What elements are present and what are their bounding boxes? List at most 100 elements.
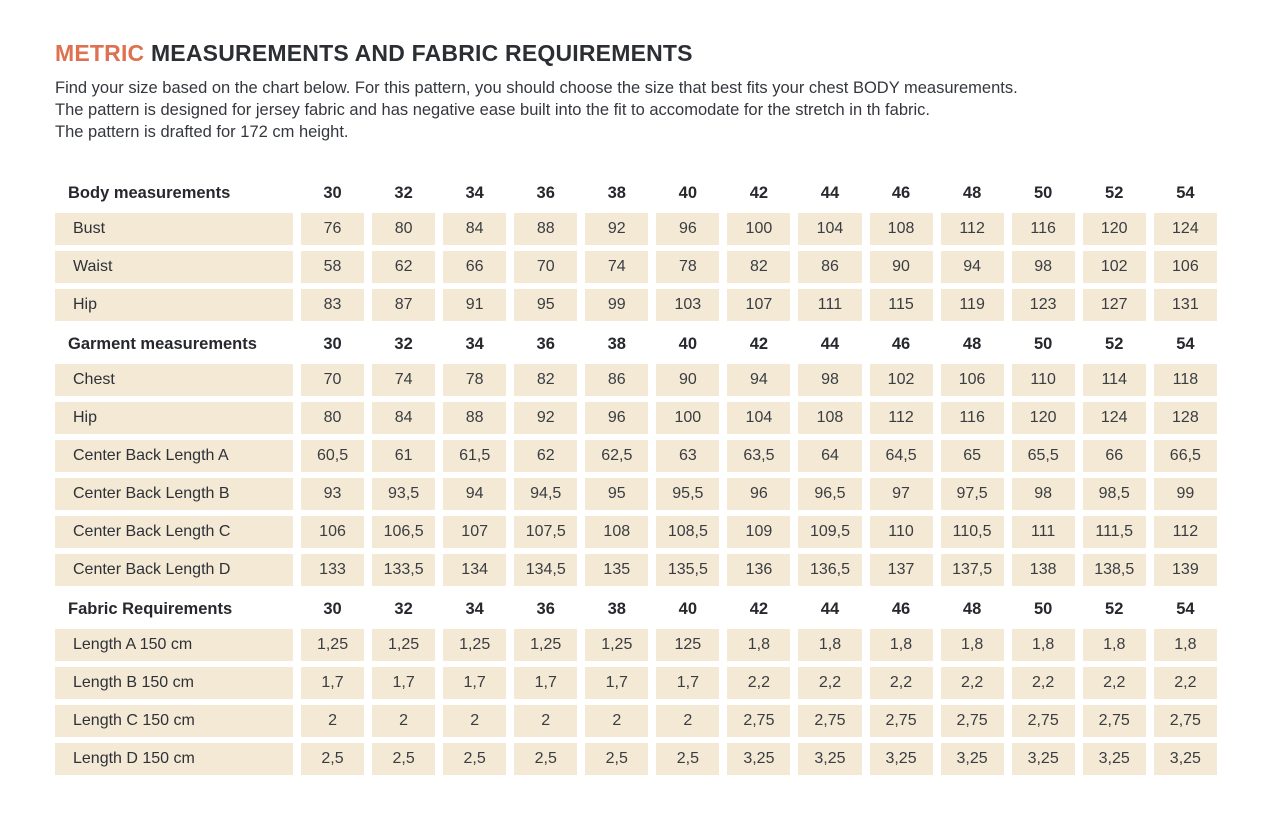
value-cell: 102 [1082, 251, 1146, 283]
section-header-label: Fabric Requirements [68, 600, 233, 618]
value-cell: 84 [443, 213, 507, 245]
value-cell: 62 [372, 251, 436, 283]
value-cell: 2 [656, 705, 720, 737]
value-cell: 109 [727, 516, 791, 548]
value-cell: 2,75 [1011, 705, 1075, 737]
value-cell: 1,7 [443, 667, 507, 699]
intro-line: The pattern is designed for jersey fabri… [55, 101, 930, 119]
size-column-header: 54 [1176, 184, 1195, 202]
size-column-header: 34 [465, 184, 484, 202]
row-label: Center Back Length B [55, 478, 293, 510]
value-cell: 96 [727, 478, 791, 510]
value-cell: 108,5 [656, 516, 720, 548]
row-label: Center Back Length C [55, 516, 293, 548]
value-cell: 111,5 [1082, 516, 1146, 548]
page-title-rest: MEASUREMENTS AND FABRIC REQUIREMENTS [144, 40, 693, 66]
value-cell: 104 [798, 213, 862, 245]
row-label: Hip [55, 289, 293, 321]
value-cell: 138 [1011, 554, 1075, 586]
size-column-header: 40 [678, 184, 698, 202]
value-cell: 93,5 [372, 478, 436, 510]
value-cell: 1,25 [514, 629, 578, 661]
value-cell: 66 [1082, 440, 1146, 472]
size-column-header: 36 [536, 335, 555, 353]
value-cell: 118 [1153, 364, 1217, 396]
value-cell: 1,25 [585, 629, 649, 661]
value-cell: 96 [656, 213, 720, 245]
size-column-header: 32 [394, 184, 413, 202]
value-cell: 60,5 [301, 440, 365, 472]
value-cell: 76 [301, 213, 365, 245]
row-label: Length A 150 cm [55, 629, 293, 661]
value-cell: 138,5 [1082, 554, 1146, 586]
section-header-row: Garment measurements 30 32 34 36 38 40 42 44 46 48… [55, 327, 1217, 358]
measurement-table-body: Body measurements 30 32 34 36 38 40 42 44 46 48 50 5… [55, 176, 1217, 775]
value-cell: 131 [1153, 289, 1217, 321]
table-row: Hip 80 84 88 92 96 100 104 108 112 116 120 124 128 [55, 402, 1217, 434]
value-cell: 70 [301, 364, 365, 396]
value-cell: 90 [869, 251, 933, 283]
table-row: Center Back Length C 106 106,5 107 107,5 108 1… [55, 516, 1217, 548]
value-cell: 100 [727, 213, 791, 245]
value-cell: 111 [1011, 516, 1075, 548]
value-cell: 133 [301, 554, 365, 586]
size-column-header: 50 [1033, 600, 1053, 618]
size-column-header: 48 [962, 184, 982, 202]
value-cell: 2,5 [656, 743, 720, 775]
value-cell: 2,2 [727, 667, 791, 699]
value-cell: 107,5 [514, 516, 578, 548]
table-row: Waist 58 62 66 70 74 78 82 86 90 94 98 102 106 [55, 251, 1217, 283]
value-cell: 83 [301, 289, 365, 321]
value-cell: 1,7 [656, 667, 720, 699]
value-cell: 135,5 [656, 554, 720, 586]
value-cell: 116 [940, 402, 1004, 434]
value-cell: 97 [869, 478, 933, 510]
value-cell: 61,5 [443, 440, 507, 472]
value-cell: 95,5 [656, 478, 720, 510]
value-cell: 139 [1153, 554, 1217, 586]
value-cell: 2,75 [940, 705, 1004, 737]
table-row: Length C 150 cm 2 2 2 2 2 2 2,75 2,75 2,75 2,75 2,7… [55, 705, 1217, 737]
value-cell: 3,25 [869, 743, 933, 775]
value-cell: 2,75 [1153, 705, 1217, 737]
page-title-highlight: METRIC [55, 40, 145, 66]
size-column-header: 46 [891, 335, 911, 353]
value-cell: 110 [869, 516, 933, 548]
value-cell: 82 [514, 364, 578, 396]
value-cell: 80 [372, 213, 436, 245]
value-cell: 1,8 [1153, 629, 1217, 661]
size-column-header: 42 [749, 184, 769, 202]
value-cell: 106 [1153, 251, 1217, 283]
value-cell: 104 [727, 402, 791, 434]
value-cell: 137 [869, 554, 933, 586]
row-label: Length B 150 cm [55, 667, 293, 699]
table-row: Center Back Length D 133 133,5 134 134,5 135 1… [55, 554, 1217, 586]
intro-paragraph: Find your size based on the chart below.… [55, 77, 1229, 143]
value-cell: 74 [585, 251, 649, 283]
value-cell: 70 [514, 251, 578, 283]
size-column-header: 32 [394, 600, 413, 618]
value-cell: 91 [443, 289, 507, 321]
value-cell: 63 [656, 440, 720, 472]
size-column-header: 32 [394, 335, 413, 353]
size-column-header: 38 [607, 184, 626, 202]
size-column-header: 38 [607, 335, 626, 353]
value-cell: 112 [869, 402, 933, 434]
value-cell: 3,25 [1153, 743, 1217, 775]
value-cell: 2,5 [585, 743, 649, 775]
size-column-header: 30 [323, 184, 342, 202]
value-cell: 1,7 [585, 667, 649, 699]
value-cell: 1,25 [301, 629, 365, 661]
size-column-header: 54 [1176, 335, 1195, 353]
value-cell: 2,2 [1011, 667, 1075, 699]
value-cell: 103 [656, 289, 720, 321]
value-cell: 109,5 [798, 516, 862, 548]
row-label: Waist [55, 251, 293, 283]
value-cell: 99 [1153, 478, 1217, 510]
value-cell: 112 [940, 213, 1004, 245]
value-cell: 86 [798, 251, 862, 283]
value-cell: 1,25 [372, 629, 436, 661]
value-cell: 99 [585, 289, 649, 321]
size-column-header: 52 [1105, 184, 1124, 202]
measurements-table: Body measurements 30 32 34 36 38 40 42 44 46 48 50 5… [47, 170, 1225, 781]
